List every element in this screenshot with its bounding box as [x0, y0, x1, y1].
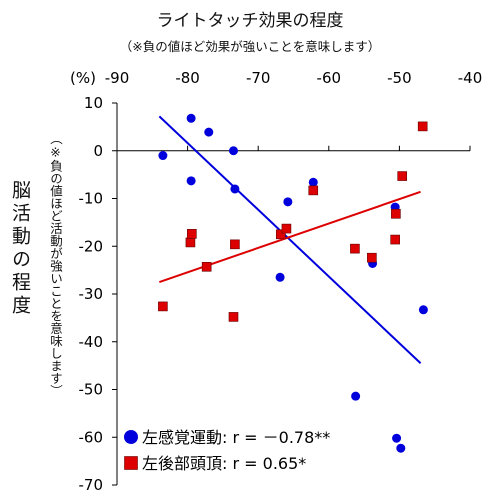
data-point-square [367, 252, 377, 263]
data-point-square [391, 208, 401, 219]
data-point-square [417, 121, 428, 132]
y-tick-label: 0 [93, 142, 103, 160]
data-point-square [397, 171, 408, 181]
data-point-square [228, 312, 239, 322]
data-point-square [158, 301, 168, 312]
legend-marker-square [124, 456, 138, 470]
y-tick-label: -10 [79, 190, 104, 208]
x-tick-label: -50 [387, 69, 412, 87]
data-point-square [390, 234, 400, 245]
data-point-circle [275, 272, 285, 282]
data-point-circle [396, 443, 406, 453]
data-point-circle [308, 177, 318, 187]
x-unit-label: (%) [70, 69, 96, 87]
y-tick-label: 10 [84, 94, 103, 112]
y-tick-label: -70 [79, 476, 104, 494]
y-tick-label: -20 [79, 237, 104, 255]
trendline-sensorimotor [158, 115, 422, 364]
y-tick-label: -40 [79, 333, 104, 351]
data-point-square [230, 239, 240, 250]
chart-title: ライトタッチ効果の程度 [156, 11, 344, 31]
x-tick-label: -90 [105, 69, 130, 87]
data-point-circle [283, 197, 293, 207]
x-tick-label: -80 [175, 69, 200, 87]
y-tick-label: -30 [79, 285, 104, 303]
data-point-circle [186, 113, 196, 123]
data-point-square [187, 229, 197, 239]
chart-subtitle: （※負の値ほど効果が強いことを意味します） [119, 39, 381, 54]
data-point-square [201, 261, 212, 272]
data-point-square [281, 223, 292, 234]
data-point-square [275, 229, 286, 240]
data-point-square [185, 237, 196, 248]
y-axis-title: 脳活動の程度 [9, 180, 31, 318]
data-point-circle [204, 127, 214, 137]
data-point-circle [392, 433, 402, 443]
x-tick-label: -60 [317, 69, 342, 87]
y-tick-label: -60 [79, 428, 104, 446]
data-point-square [350, 243, 360, 254]
legend-label: 左後部頭頂: r = 0.65* [142, 454, 306, 473]
x-tick-label: -40 [458, 69, 483, 87]
legend-marker-circle [124, 430, 138, 444]
x-tick-label: -70 [246, 69, 271, 87]
data-point-circle [228, 146, 238, 156]
y-axis-note: （※負の値ほど活動が強いことを意味します） [48, 132, 63, 397]
legend-label: 左感覚運動: r = －0.78** [142, 428, 330, 447]
data-point-circle [351, 391, 361, 401]
data-point-square [308, 185, 319, 196]
data-point-circle [418, 305, 428, 315]
y-tick-label: -50 [79, 381, 104, 399]
data-point-circle [230, 184, 240, 194]
data-point-circle [158, 151, 168, 161]
data-point-circle [186, 176, 196, 186]
